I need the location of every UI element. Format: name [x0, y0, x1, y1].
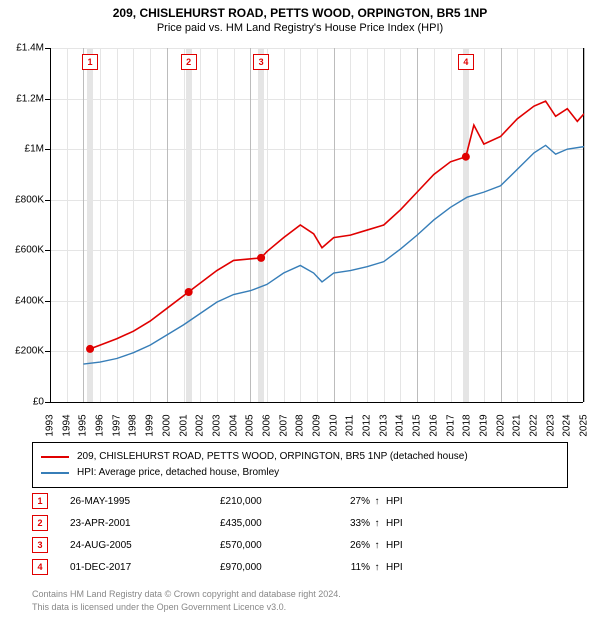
x-axis-label: 2016 — [428, 414, 439, 436]
sale-number-box: 1 — [32, 493, 48, 509]
sale-point — [257, 254, 265, 262]
legend-row: HPI: Average price, detached house, Brom… — [41, 465, 559, 481]
sale-price: £970,000 — [220, 562, 330, 573]
x-axis-label: 2006 — [261, 414, 272, 436]
sale-hpi-tag: HPI — [384, 562, 403, 573]
sale-date: 24-AUG-2005 — [48, 540, 220, 551]
footer-attribution: Contains HM Land Registry data © Crown c… — [32, 588, 341, 614]
legend-box: 209, CHISLEHURST ROAD, PETTS WOOD, ORPIN… — [32, 442, 568, 488]
sale-row: 401-DEC-2017£970,00011%↑HPI — [32, 556, 568, 578]
y-axis-label: £1.4M — [16, 43, 44, 54]
sale-date: 23-APR-2001 — [48, 518, 220, 529]
x-axis-label: 2023 — [545, 414, 556, 436]
arrow-up-icon: ↑ — [370, 540, 384, 551]
x-axis-label: 2022 — [528, 414, 539, 436]
sale-pct: 26% — [330, 540, 370, 551]
sale-price: £570,000 — [220, 540, 330, 551]
x-axis-label: 2012 — [362, 414, 373, 436]
x-axis-label: 2011 — [345, 415, 356, 437]
x-axis-label: 2002 — [195, 414, 206, 436]
x-axis-label: 2015 — [412, 414, 423, 436]
sale-hpi-tag: HPI — [384, 496, 403, 507]
x-axis-label: 1998 — [128, 414, 139, 436]
x-axis-label: 1996 — [95, 414, 106, 436]
page-subtitle: Price paid vs. HM Land Registry's House … — [0, 22, 600, 34]
arrow-up-icon: ↑ — [370, 518, 384, 529]
x-axis-label: 2008 — [295, 414, 306, 436]
sale-pct: 33% — [330, 518, 370, 529]
sale-point — [185, 288, 193, 296]
legend-swatch — [41, 456, 69, 458]
series-line — [90, 101, 584, 349]
sale-point — [86, 345, 94, 353]
footer-line2: This data is licensed under the Open Gov… — [32, 601, 341, 614]
y-axis-label: £600K — [15, 245, 44, 256]
x-axis-label: 2014 — [395, 414, 406, 436]
x-axis-label: 2024 — [562, 414, 573, 436]
x-axis-label: 2009 — [312, 414, 323, 436]
series-line — [83, 145, 584, 364]
x-axis-label: 2003 — [211, 414, 222, 436]
y-axis-label: £800K — [15, 194, 44, 205]
sale-point — [462, 153, 470, 161]
sales-table: 126-MAY-1995£210,00027%↑HPI223-APR-2001£… — [32, 490, 568, 578]
sale-number-box: 4 — [32, 559, 48, 575]
legend-label: HPI: Average price, detached house, Brom… — [77, 465, 279, 481]
sale-row: 324-AUG-2005£570,00026%↑HPI — [32, 534, 568, 556]
y-axis-label: £1.2M — [16, 93, 44, 104]
y-axis-label: £0 — [33, 397, 44, 408]
sale-date: 01-DEC-2017 — [48, 562, 220, 573]
gridline-v — [584, 48, 585, 402]
legend-swatch — [41, 472, 69, 474]
x-axis-label: 2020 — [495, 414, 506, 436]
x-axis-label: 1997 — [111, 414, 122, 436]
sale-hpi-tag: HPI — [384, 540, 403, 551]
x-axis-label: 1999 — [145, 414, 156, 436]
y-axis-label: £400K — [15, 295, 44, 306]
sale-pct: 11% — [330, 562, 370, 573]
y-axis-label: £1M — [25, 144, 44, 155]
x-axis-label: 1993 — [45, 414, 56, 436]
page-title: 209, CHISLEHURST ROAD, PETTS WOOD, ORPIN… — [0, 0, 600, 20]
sale-hpi-tag: HPI — [384, 518, 403, 529]
sale-row: 223-APR-2001£435,00033%↑HPI — [32, 512, 568, 534]
x-axis-label: 2007 — [278, 414, 289, 436]
x-axis-label: 2017 — [445, 414, 456, 436]
x-axis-label: 2021 — [512, 414, 523, 436]
arrow-up-icon: ↑ — [370, 496, 384, 507]
x-axis-label: 2000 — [161, 414, 172, 436]
sale-pct: 27% — [330, 496, 370, 507]
sale-number-box: 2 — [32, 515, 48, 531]
x-axis-label: 2019 — [478, 414, 489, 436]
x-axis-label: 2018 — [462, 414, 473, 436]
footer-line1: Contains HM Land Registry data © Crown c… — [32, 588, 341, 601]
y-axis-label: £200K — [15, 346, 44, 357]
x-axis-label: 2013 — [378, 414, 389, 436]
sale-number-box: 3 — [32, 537, 48, 553]
x-axis-label: 2005 — [245, 414, 256, 436]
sale-price: £435,000 — [220, 518, 330, 529]
x-axis-label: 2001 — [178, 414, 189, 436]
sale-date: 26-MAY-1995 — [48, 496, 220, 507]
x-axis-label: 2010 — [328, 414, 339, 436]
sale-price: £210,000 — [220, 496, 330, 507]
chart-area: £0£200K£400K£600K£800K£1M£1.2M£1.4M19931… — [50, 48, 584, 402]
sale-row: 126-MAY-1995£210,00027%↑HPI — [32, 490, 568, 512]
arrow-up-icon: ↑ — [370, 562, 384, 573]
x-axis-label: 2004 — [228, 414, 239, 436]
x-axis-label: 1995 — [78, 414, 89, 436]
axis-line — [50, 402, 583, 403]
x-axis-label: 1994 — [61, 414, 72, 436]
legend-label: 209, CHISLEHURST ROAD, PETTS WOOD, ORPIN… — [77, 449, 468, 465]
x-axis-label: 2025 — [579, 414, 590, 436]
legend-row: 209, CHISLEHURST ROAD, PETTS WOOD, ORPIN… — [41, 449, 559, 465]
